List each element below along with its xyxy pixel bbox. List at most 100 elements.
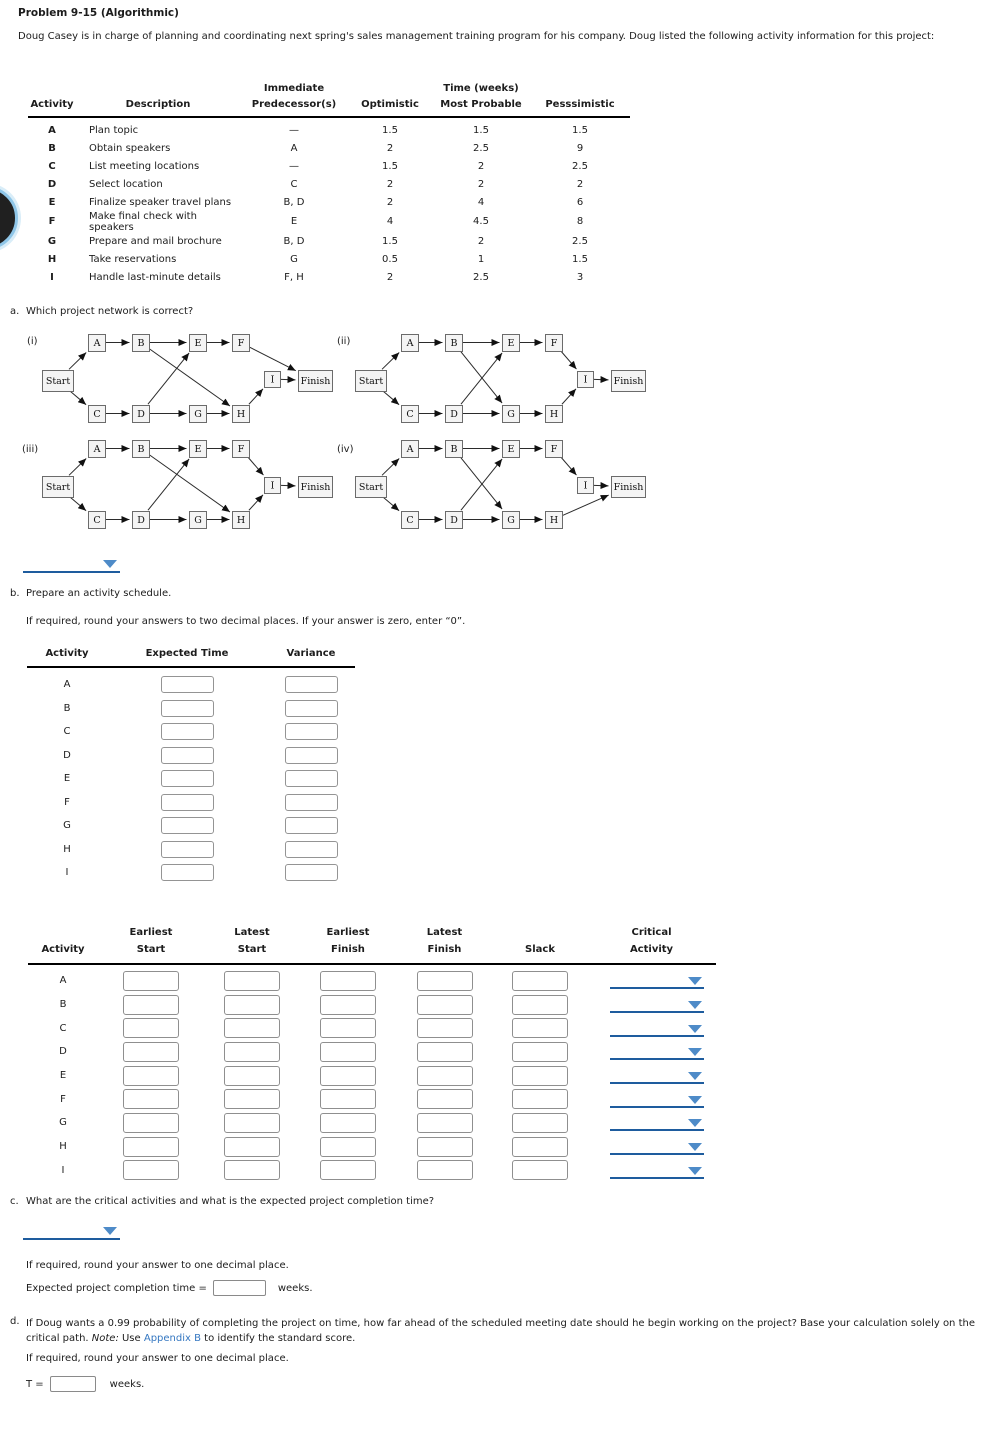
svg-text:F: F	[551, 338, 558, 349]
expected-time-input-c[interactable]	[160, 723, 214, 741]
critical-activity-select-a[interactable]	[610, 972, 704, 990]
earliest-start-input-i[interactable]	[123, 1160, 179, 1181]
slack-input-a[interactable]	[512, 970, 568, 991]
slack-input-d[interactable]	[512, 1041, 568, 1062]
variance-input-i[interactable]	[284, 864, 338, 882]
expected-time-input-d[interactable]	[160, 746, 214, 764]
dropdown-arrow-icon	[688, 1119, 702, 1128]
variance-input-h[interactable]	[284, 840, 338, 858]
critical-activity-select-i[interactable]	[610, 1162, 704, 1179]
critical-activity-select-e[interactable]	[610, 1067, 704, 1085]
network-answer-select[interactable]	[23, 553, 120, 573]
earliest-finish-input-g[interactable]	[320, 1112, 376, 1133]
activity-label: A	[59, 975, 67, 987]
cell-pessimistic: 6	[576, 196, 584, 208]
critical-activity-select-b[interactable]	[610, 996, 704, 1014]
latest-start-input-a[interactable]	[224, 970, 280, 991]
variance-input-c[interactable]	[284, 723, 338, 741]
latest-start-input-e[interactable]	[224, 1065, 280, 1086]
critical-activity-select-f[interactable]	[610, 1091, 704, 1108]
svg-text:D: D	[450, 515, 458, 526]
latest-finish-input-h[interactable]	[416, 1136, 473, 1157]
schedule-b-row: E	[27, 767, 355, 791]
critical-activity-select-c[interactable]	[610, 1020, 704, 1037]
variance-input-a[interactable]	[284, 676, 338, 694]
variance-input-f[interactable]	[284, 793, 338, 811]
expected-time-input-b[interactable]	[160, 699, 214, 717]
latest-finish-input-b[interactable]	[416, 994, 473, 1015]
earliest-start-input-e[interactable]	[123, 1065, 179, 1086]
latest-start-input-b[interactable]	[224, 994, 280, 1015]
latest-start-input-f[interactable]	[224, 1089, 280, 1110]
earliest-finish-input-e[interactable]	[320, 1065, 376, 1086]
completion-time-input[interactable]	[212, 1280, 266, 1296]
critical-activity-select-g[interactable]	[610, 1114, 704, 1132]
latest-start-input-c[interactable]	[224, 1018, 280, 1039]
slack-input-c[interactable]	[512, 1018, 568, 1039]
earliest-start-input-f[interactable]	[123, 1089, 179, 1110]
expected-time-input-h[interactable]	[160, 840, 214, 858]
earliest-start-input-h[interactable]	[123, 1136, 179, 1157]
latest-start-input-h[interactable]	[224, 1136, 280, 1157]
slack-input-i[interactable]	[512, 1160, 568, 1181]
critical-path-answer-select[interactable]	[23, 1220, 120, 1240]
earliest-start-input-a[interactable]	[123, 970, 179, 991]
expected-time-input-i[interactable]	[160, 864, 214, 882]
critical-activity-select-h[interactable]	[610, 1138, 704, 1156]
problem-title: Problem 9-15 (Algorithmic)	[18, 7, 179, 19]
earliest-finish-input-a[interactable]	[320, 970, 376, 991]
earliest-finish-input-b[interactable]	[320, 994, 376, 1015]
latest-start-input-g[interactable]	[224, 1112, 280, 1133]
earliest-finish-input-i[interactable]	[320, 1160, 376, 1181]
latest-finish-input-f[interactable]	[416, 1089, 473, 1110]
latest-finish-input-c[interactable]	[416, 1018, 473, 1039]
svg-text:E: E	[508, 338, 515, 349]
appendix-b-link[interactable]: Appendix B	[143, 1333, 201, 1344]
slack-input-b[interactable]	[512, 994, 568, 1015]
expected-time-input-g[interactable]	[160, 817, 214, 835]
earliest-start-input-d[interactable]	[123, 1041, 179, 1062]
slack-input-f[interactable]	[512, 1089, 568, 1110]
latest-finish-input-e[interactable]	[416, 1065, 473, 1086]
diagram-ii-label: (ii)	[337, 336, 351, 347]
expected-time-input-e[interactable]	[160, 770, 214, 788]
earliest-start-input-b[interactable]	[123, 994, 179, 1015]
variance-input-g[interactable]	[284, 817, 338, 835]
slack-input-h[interactable]	[512, 1136, 568, 1157]
section-d-text-part3: to identify the standard score.	[200, 1333, 356, 1344]
latest-finish-input-d[interactable]	[416, 1041, 473, 1062]
variance-input-d[interactable]	[284, 746, 338, 764]
latest-finish-input-i[interactable]	[416, 1160, 473, 1181]
svg-text:E: E	[195, 338, 202, 349]
expected-time-input-a[interactable]	[160, 676, 214, 694]
slack-input-g[interactable]	[512, 1112, 568, 1133]
earliest-finish-input-d[interactable]	[320, 1041, 376, 1062]
earliest-finish-input-h[interactable]	[320, 1136, 376, 1157]
svg-text:A: A	[406, 444, 414, 455]
activity-label: C	[63, 726, 71, 738]
variance-input-b[interactable]	[284, 699, 338, 717]
activity-label: G	[63, 820, 71, 832]
t-label: T =	[26, 1378, 44, 1390]
col-predecessors: Predecessor(s)	[240, 97, 348, 118]
critical-activity-select-d[interactable]	[610, 1043, 704, 1061]
slack-input-e[interactable]	[512, 1065, 568, 1086]
earliest-finish-input-c[interactable]	[320, 1018, 376, 1039]
latest-finish-input-a[interactable]	[416, 970, 473, 991]
floating-assistant-button[interactable]	[0, 186, 18, 250]
latest-start-input-d[interactable]	[224, 1041, 280, 1062]
earliest-start-input-g[interactable]	[123, 1112, 179, 1133]
schedule-row: A	[28, 964, 716, 993]
t-input[interactable]	[49, 1376, 96, 1392]
svg-text:A: A	[93, 444, 101, 455]
latest-start-input-i[interactable]	[224, 1160, 280, 1181]
earliest-finish-input-f[interactable]	[320, 1089, 376, 1110]
activity-label: I	[65, 867, 69, 879]
latest-finish-input-g[interactable]	[416, 1112, 473, 1133]
activity-table-group-header: Immediate Time (weeks)	[28, 76, 630, 97]
earliest-start-input-c[interactable]	[123, 1018, 179, 1039]
expected-time-input-f[interactable]	[160, 793, 214, 811]
diagram-iv-label: (iv)	[337, 444, 354, 455]
variance-input-e[interactable]	[284, 770, 338, 788]
